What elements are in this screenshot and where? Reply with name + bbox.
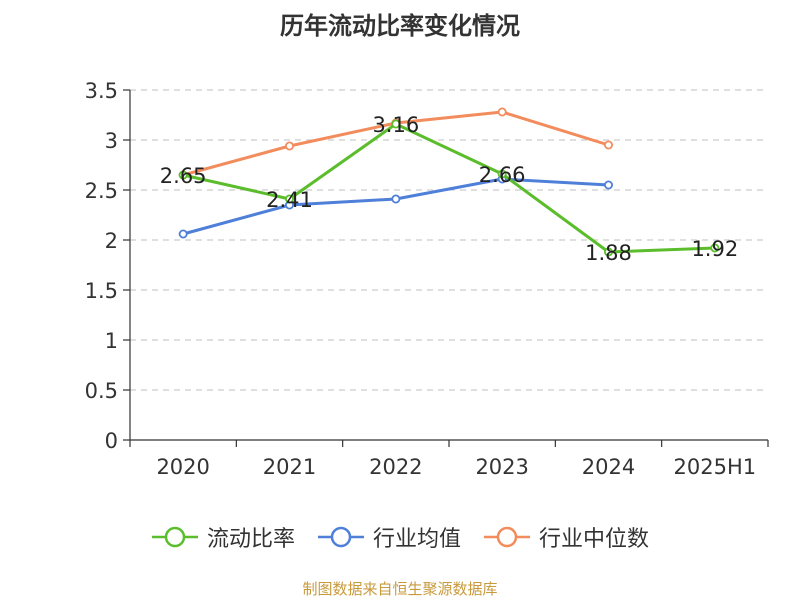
data-label: 1.92 [691,237,738,261]
data-label: 2.41 [266,188,313,212]
y-tick-label: 1.5 [85,279,118,303]
legend-swatch [484,526,530,548]
legend-item[interactable]: 行业中位数 [483,521,649,553]
data-point [604,140,614,150]
legend-swatch [151,526,198,548]
data-point [284,141,294,151]
axes: 0 0.5 1 1.5 2 2.5 3 3.5 2020 2021 2022 2023 2024 2025… [85,79,769,479]
data-label: 2.66 [479,163,526,187]
x-tick-label: 2021 [263,455,316,479]
legend-label: 流动比率 [206,527,295,552]
data-point [391,194,401,204]
x-tick-label: 2020 [156,455,209,479]
legend-item[interactable]: 行业均值 [317,521,461,553]
y-tick-label: 3.5 [85,79,118,103]
x-tick-label: 2025H1 [674,455,757,479]
data-point [497,107,507,117]
data-label: 2.65 [160,164,207,188]
data-label: 3.16 [372,113,419,137]
chart-title: 历年流动比率变化情况 [280,12,520,40]
x-tick-label: 2024 [582,455,635,479]
source-note: 制图数据来自恒生聚源数据库 [302,580,498,598]
data-point [497,169,507,179]
data-point [178,170,188,180]
data-point [710,243,720,253]
y-tick-label: 1 [105,329,118,353]
y-tick-label: 0.5 [85,379,118,403]
series-line [182,122,715,254]
data-point [391,119,401,129]
data-point [604,180,614,190]
data-label: 1.88 [585,241,632,265]
data-labels: 2.65 2.41 3.16 2.66 1.88 1.92 [160,113,738,265]
legend-item[interactable]: 流动比率 [151,521,295,553]
y-tick-label: 2 [105,229,118,253]
x-tick-label: 2022 [369,455,422,479]
series-lines [178,107,720,257]
legend-label: 行业均值 [372,527,461,552]
x-tick-label: 2023 [475,455,528,479]
y-tick-label: 3 [105,129,118,153]
data-point [284,194,294,204]
data-point [178,229,188,239]
gridlines [130,89,768,391]
legend-swatch [317,526,364,548]
legend-label: 行业中位数 [539,527,650,552]
legend: 流动比率 行业均值 行业中位数 [0,520,800,554]
y-tick-label: 2.5 [85,179,118,203]
y-tick-label: 0 [105,429,118,453]
data-point [604,247,614,257]
